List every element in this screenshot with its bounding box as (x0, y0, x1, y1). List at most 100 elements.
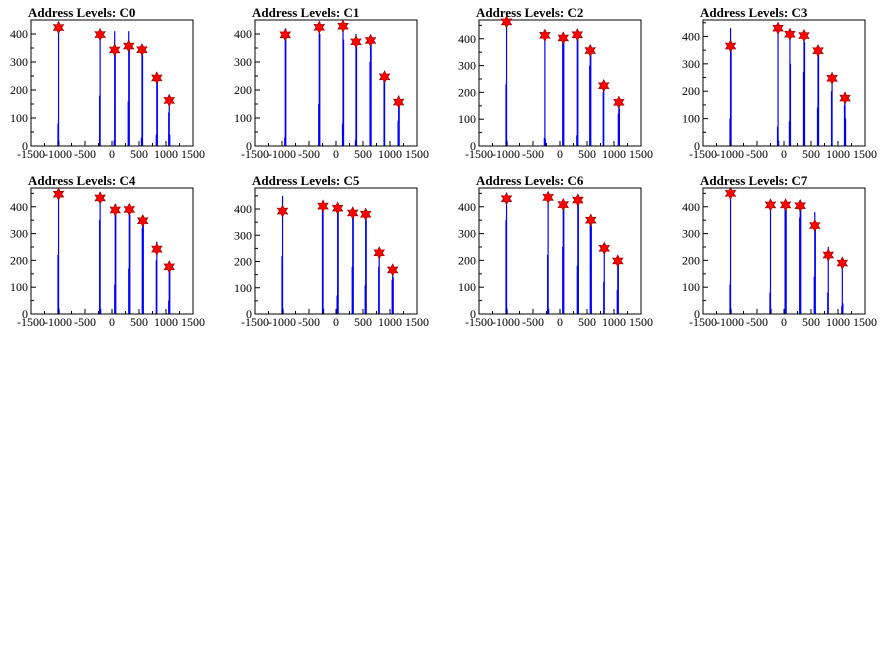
y-tick-label: 0 (694, 139, 700, 153)
histogram-bin (544, 139, 547, 146)
peak-marker (557, 31, 570, 45)
y-tick-label: 400 (682, 29, 700, 43)
histogram-bin (342, 39, 345, 146)
x-tick-label: 0 (333, 147, 339, 161)
histogram-bin (392, 277, 394, 314)
histogram-bin (281, 195, 284, 315)
x-tick-label: 0 (109, 147, 115, 161)
peak-marker (109, 203, 122, 217)
peak-marker (724, 39, 737, 53)
histogram-bin (285, 28, 287, 146)
histogram-bin (778, 140, 780, 146)
chart-panel: Address Levels: C5 0 100 200 300 400 -1500 -100… (234, 173, 429, 329)
x-tick-label: 1500 (853, 315, 877, 329)
histogram-bin (814, 222, 816, 314)
histogram-bin (577, 204, 579, 314)
histogram-bin (777, 28, 779, 146)
histogram-bin (378, 252, 380, 314)
y-tick-label: 300 (458, 227, 476, 241)
histogram-bin (827, 246, 829, 314)
histogram-bin (156, 241, 158, 314)
histogram-bin (506, 140, 508, 146)
x-tick-label: -500 (298, 147, 320, 161)
peak-marker (839, 91, 851, 105)
histogram-bin (841, 263, 843, 314)
peak-marker (542, 190, 554, 205)
x-tick-label: 1000 (378, 315, 402, 329)
x-tick-label: 1500 (181, 315, 205, 329)
peak-marker (392, 95, 405, 109)
histogram-bin (337, 206, 339, 315)
x-tick-label: -1000 (716, 147, 744, 161)
peak-marker (123, 202, 136, 217)
y-tick-label: 100 (234, 111, 252, 125)
x-tick-label: 1000 (826, 315, 850, 329)
y-tick-label: 100 (234, 281, 252, 295)
y-tick-label: 100 (458, 112, 476, 126)
y-tick-label: 0 (246, 307, 252, 321)
chart-panel: Address Levels: C2 0 100 200 300 400 -1500 -100… (458, 5, 653, 161)
histogram-bin (618, 108, 620, 146)
peak-marker (163, 260, 176, 274)
plot-frame (702, 19, 866, 147)
peak-marker (163, 93, 176, 108)
x-tick-label: -500 (74, 147, 96, 161)
peak-marker (313, 20, 326, 34)
peak-marker (94, 191, 106, 205)
histogram-bin (730, 308, 732, 314)
y-tick-label: 400 (234, 27, 252, 41)
x-tick-label: -1500 (241, 147, 269, 161)
peak-marker (151, 242, 163, 256)
histogram-bin (603, 87, 605, 146)
y-tick-label: 0 (694, 307, 700, 321)
y-tick-label: 100 (682, 280, 700, 294)
x-tick-label: -1000 (268, 147, 296, 161)
x-tick-label: -1000 (492, 315, 520, 329)
chart-title: Address Levels: C5 (252, 173, 360, 188)
histogram-bin (168, 99, 170, 146)
y-tick-label: 200 (458, 85, 476, 99)
y-tick-label: 300 (10, 55, 28, 69)
x-tick-label: -1000 (44, 315, 72, 329)
histogram-bin (548, 308, 550, 314)
y-tick-label: 400 (682, 200, 700, 214)
chart-panel: Address Levels: C7 0 100 200 300 400 -1500 -100… (682, 173, 877, 329)
peak-marker (122, 39, 135, 53)
peak-marker (350, 35, 362, 49)
histogram-bin (398, 104, 400, 146)
peak-marker (500, 15, 513, 29)
chart-title: Address Levels: C3 (700, 5, 808, 20)
peak-marker (136, 214, 149, 228)
chart-panel: Address Levels: C1 0 100 200 300 400 -1500 -100… (234, 5, 429, 161)
histogram-bin (142, 225, 144, 314)
chart-title: Address Levels: C4 (28, 173, 136, 188)
peak-marker (584, 43, 597, 58)
peak-marker (276, 204, 289, 218)
x-tick-label: -1500 (465, 147, 493, 161)
histogram-bin (319, 34, 321, 146)
x-tick-label: -1500 (465, 315, 493, 329)
histogram-bin (577, 38, 579, 146)
x-tick-label: 0 (557, 147, 563, 161)
y-tick-label: 100 (458, 280, 476, 294)
peak-marker (378, 70, 391, 84)
histogram-bin (352, 216, 354, 315)
peak-marker (359, 207, 372, 221)
y-tick-label: 300 (458, 59, 476, 73)
histogram-bin (100, 308, 102, 314)
histogram-bin (505, 196, 508, 314)
x-tick-label: 1000 (602, 147, 626, 161)
x-tick-label: -1000 (716, 315, 744, 329)
chart-panel: Address Levels: C0 0 100 200 300 400 -1500 -100… (10, 5, 205, 161)
x-tick-label: -500 (522, 315, 544, 329)
peak-marker (364, 33, 377, 48)
x-tick-label: 0 (109, 315, 115, 329)
x-tick-label: -1000 (268, 315, 296, 329)
y-tick-label: 200 (682, 253, 700, 267)
x-tick-label: 500 (578, 315, 596, 329)
chart-panel: Address Levels: C3 0 100 200 300 400 -1500 -100… (682, 5, 877, 161)
peak-marker (337, 19, 349, 33)
x-tick-label: 0 (333, 315, 339, 329)
histogram-bin (842, 303, 844, 314)
